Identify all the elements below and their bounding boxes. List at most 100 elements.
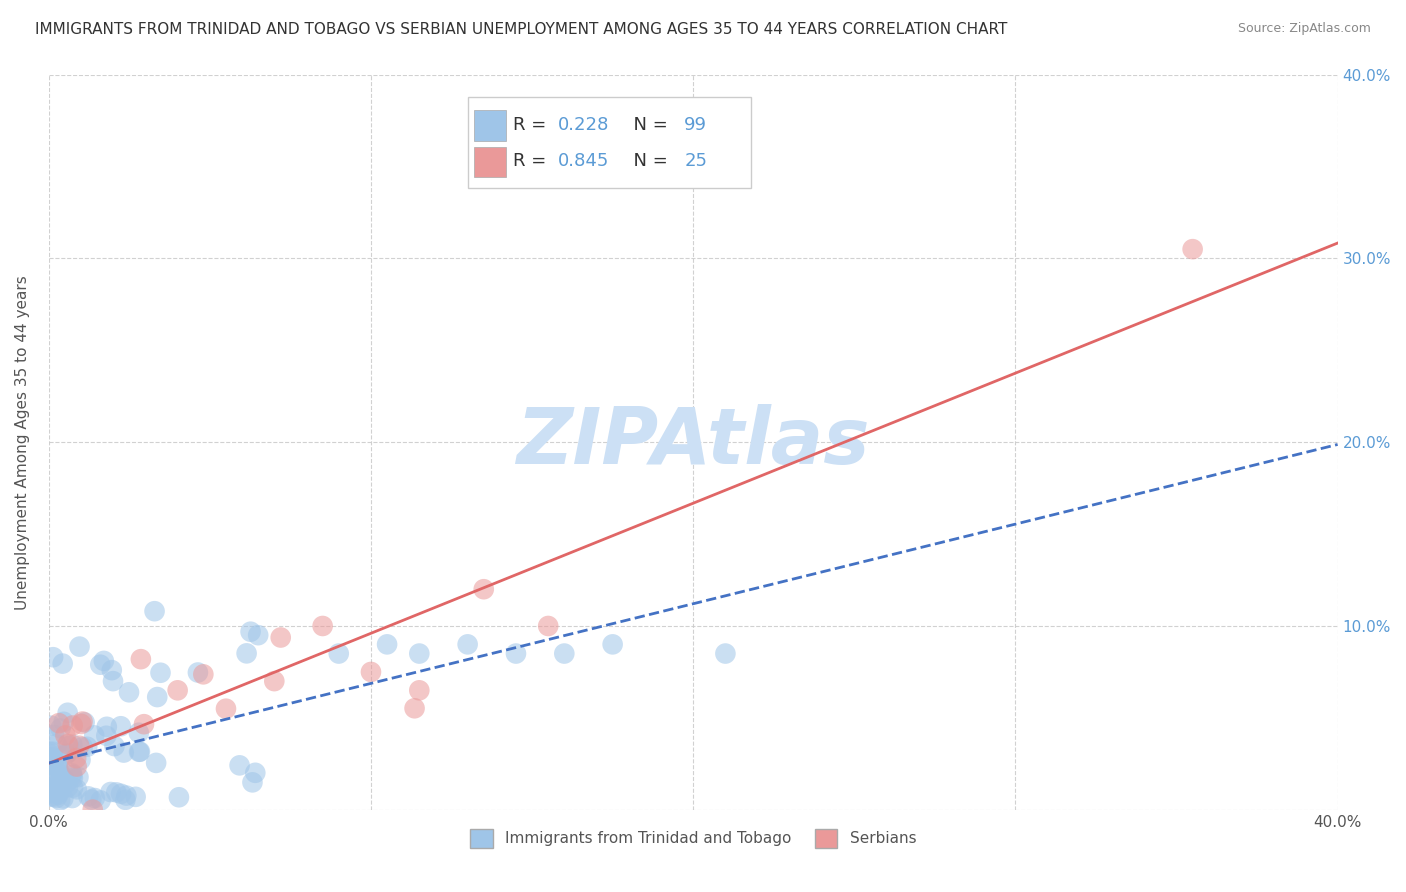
Point xyxy=(56,706,79,720)
Point xyxy=(41,781,63,796)
Point xyxy=(48,716,70,731)
FancyBboxPatch shape xyxy=(468,96,751,188)
Point xyxy=(60,768,83,782)
FancyBboxPatch shape xyxy=(474,110,506,141)
Point xyxy=(96,720,118,734)
Point xyxy=(72,739,94,754)
Point xyxy=(242,775,264,789)
Point xyxy=(105,785,128,799)
Point xyxy=(149,665,172,680)
Point xyxy=(112,746,135,760)
Point xyxy=(62,771,84,785)
Point xyxy=(45,791,67,805)
Point xyxy=(62,780,84,795)
Point xyxy=(48,785,70,799)
Point xyxy=(96,729,118,743)
Point xyxy=(360,665,382,679)
Point xyxy=(52,714,75,729)
Text: R =: R = xyxy=(513,153,551,170)
Point xyxy=(41,784,63,798)
Point xyxy=(39,789,62,804)
Point xyxy=(46,781,69,796)
Point xyxy=(124,789,146,804)
Point xyxy=(100,785,122,799)
Point xyxy=(73,715,96,730)
Point xyxy=(52,791,75,805)
Point xyxy=(128,745,150,759)
Point xyxy=(41,750,63,764)
Point xyxy=(83,791,105,805)
Text: R =: R = xyxy=(513,116,551,134)
Point xyxy=(49,793,72,807)
Point xyxy=(408,647,430,661)
Point xyxy=(39,786,62,800)
Point xyxy=(42,745,65,759)
Point xyxy=(42,728,65,742)
Point xyxy=(55,747,77,762)
Text: 25: 25 xyxy=(685,153,707,170)
Point xyxy=(235,646,257,660)
Point xyxy=(39,775,62,789)
Point xyxy=(375,637,398,651)
Point xyxy=(55,776,77,790)
Point xyxy=(69,753,91,767)
Text: 99: 99 xyxy=(685,116,707,134)
Point xyxy=(58,739,80,753)
Point xyxy=(39,719,62,733)
Point xyxy=(60,766,83,780)
Point xyxy=(53,772,76,787)
Point xyxy=(270,631,292,645)
Point xyxy=(110,719,132,733)
Point xyxy=(56,737,79,751)
Point xyxy=(42,789,65,804)
Point xyxy=(44,752,66,766)
Point xyxy=(90,793,112,807)
Point xyxy=(714,647,737,661)
Point xyxy=(129,652,152,666)
Text: 0.228: 0.228 xyxy=(558,116,609,134)
Point xyxy=(457,637,479,651)
Y-axis label: Unemployment Among Ages 35 to 44 years: Unemployment Among Ages 35 to 44 years xyxy=(15,275,30,609)
Point xyxy=(69,640,91,654)
Point xyxy=(66,759,89,773)
Text: Source: ZipAtlas.com: Source: ZipAtlas.com xyxy=(1237,22,1371,36)
Point xyxy=(129,745,152,759)
Point xyxy=(51,775,73,789)
Point xyxy=(103,739,125,753)
Point xyxy=(62,718,84,732)
Point xyxy=(245,765,267,780)
FancyBboxPatch shape xyxy=(474,146,506,178)
Point xyxy=(89,657,111,672)
Point xyxy=(110,787,132,801)
Point xyxy=(228,758,250,772)
Point xyxy=(167,790,190,805)
Point xyxy=(93,654,115,668)
Point xyxy=(60,791,83,805)
Point xyxy=(408,683,430,698)
Point xyxy=(80,792,103,806)
Point xyxy=(55,728,77,742)
Point xyxy=(82,803,104,817)
Point xyxy=(67,770,90,784)
Point xyxy=(49,768,72,782)
Point xyxy=(38,750,60,764)
Point xyxy=(76,739,98,754)
Point xyxy=(118,685,141,699)
Point xyxy=(49,722,72,736)
Point xyxy=(46,760,69,774)
Point xyxy=(537,619,560,633)
Point xyxy=(193,667,215,681)
Point xyxy=(77,789,100,804)
Point xyxy=(65,751,87,765)
Point xyxy=(101,674,124,689)
Text: IMMIGRANTS FROM TRINIDAD AND TOBAGO VS SERBIAN UNEMPLOYMENT AMONG AGES 35 TO 44 : IMMIGRANTS FROM TRINIDAD AND TOBAGO VS S… xyxy=(35,22,1008,37)
Point xyxy=(115,789,138,803)
Point xyxy=(132,717,155,731)
Point xyxy=(46,770,69,784)
Point xyxy=(247,628,270,642)
Point xyxy=(553,647,575,661)
Point xyxy=(404,701,426,715)
Text: 0.845: 0.845 xyxy=(558,153,609,170)
Point xyxy=(239,624,262,639)
Point xyxy=(187,665,209,680)
